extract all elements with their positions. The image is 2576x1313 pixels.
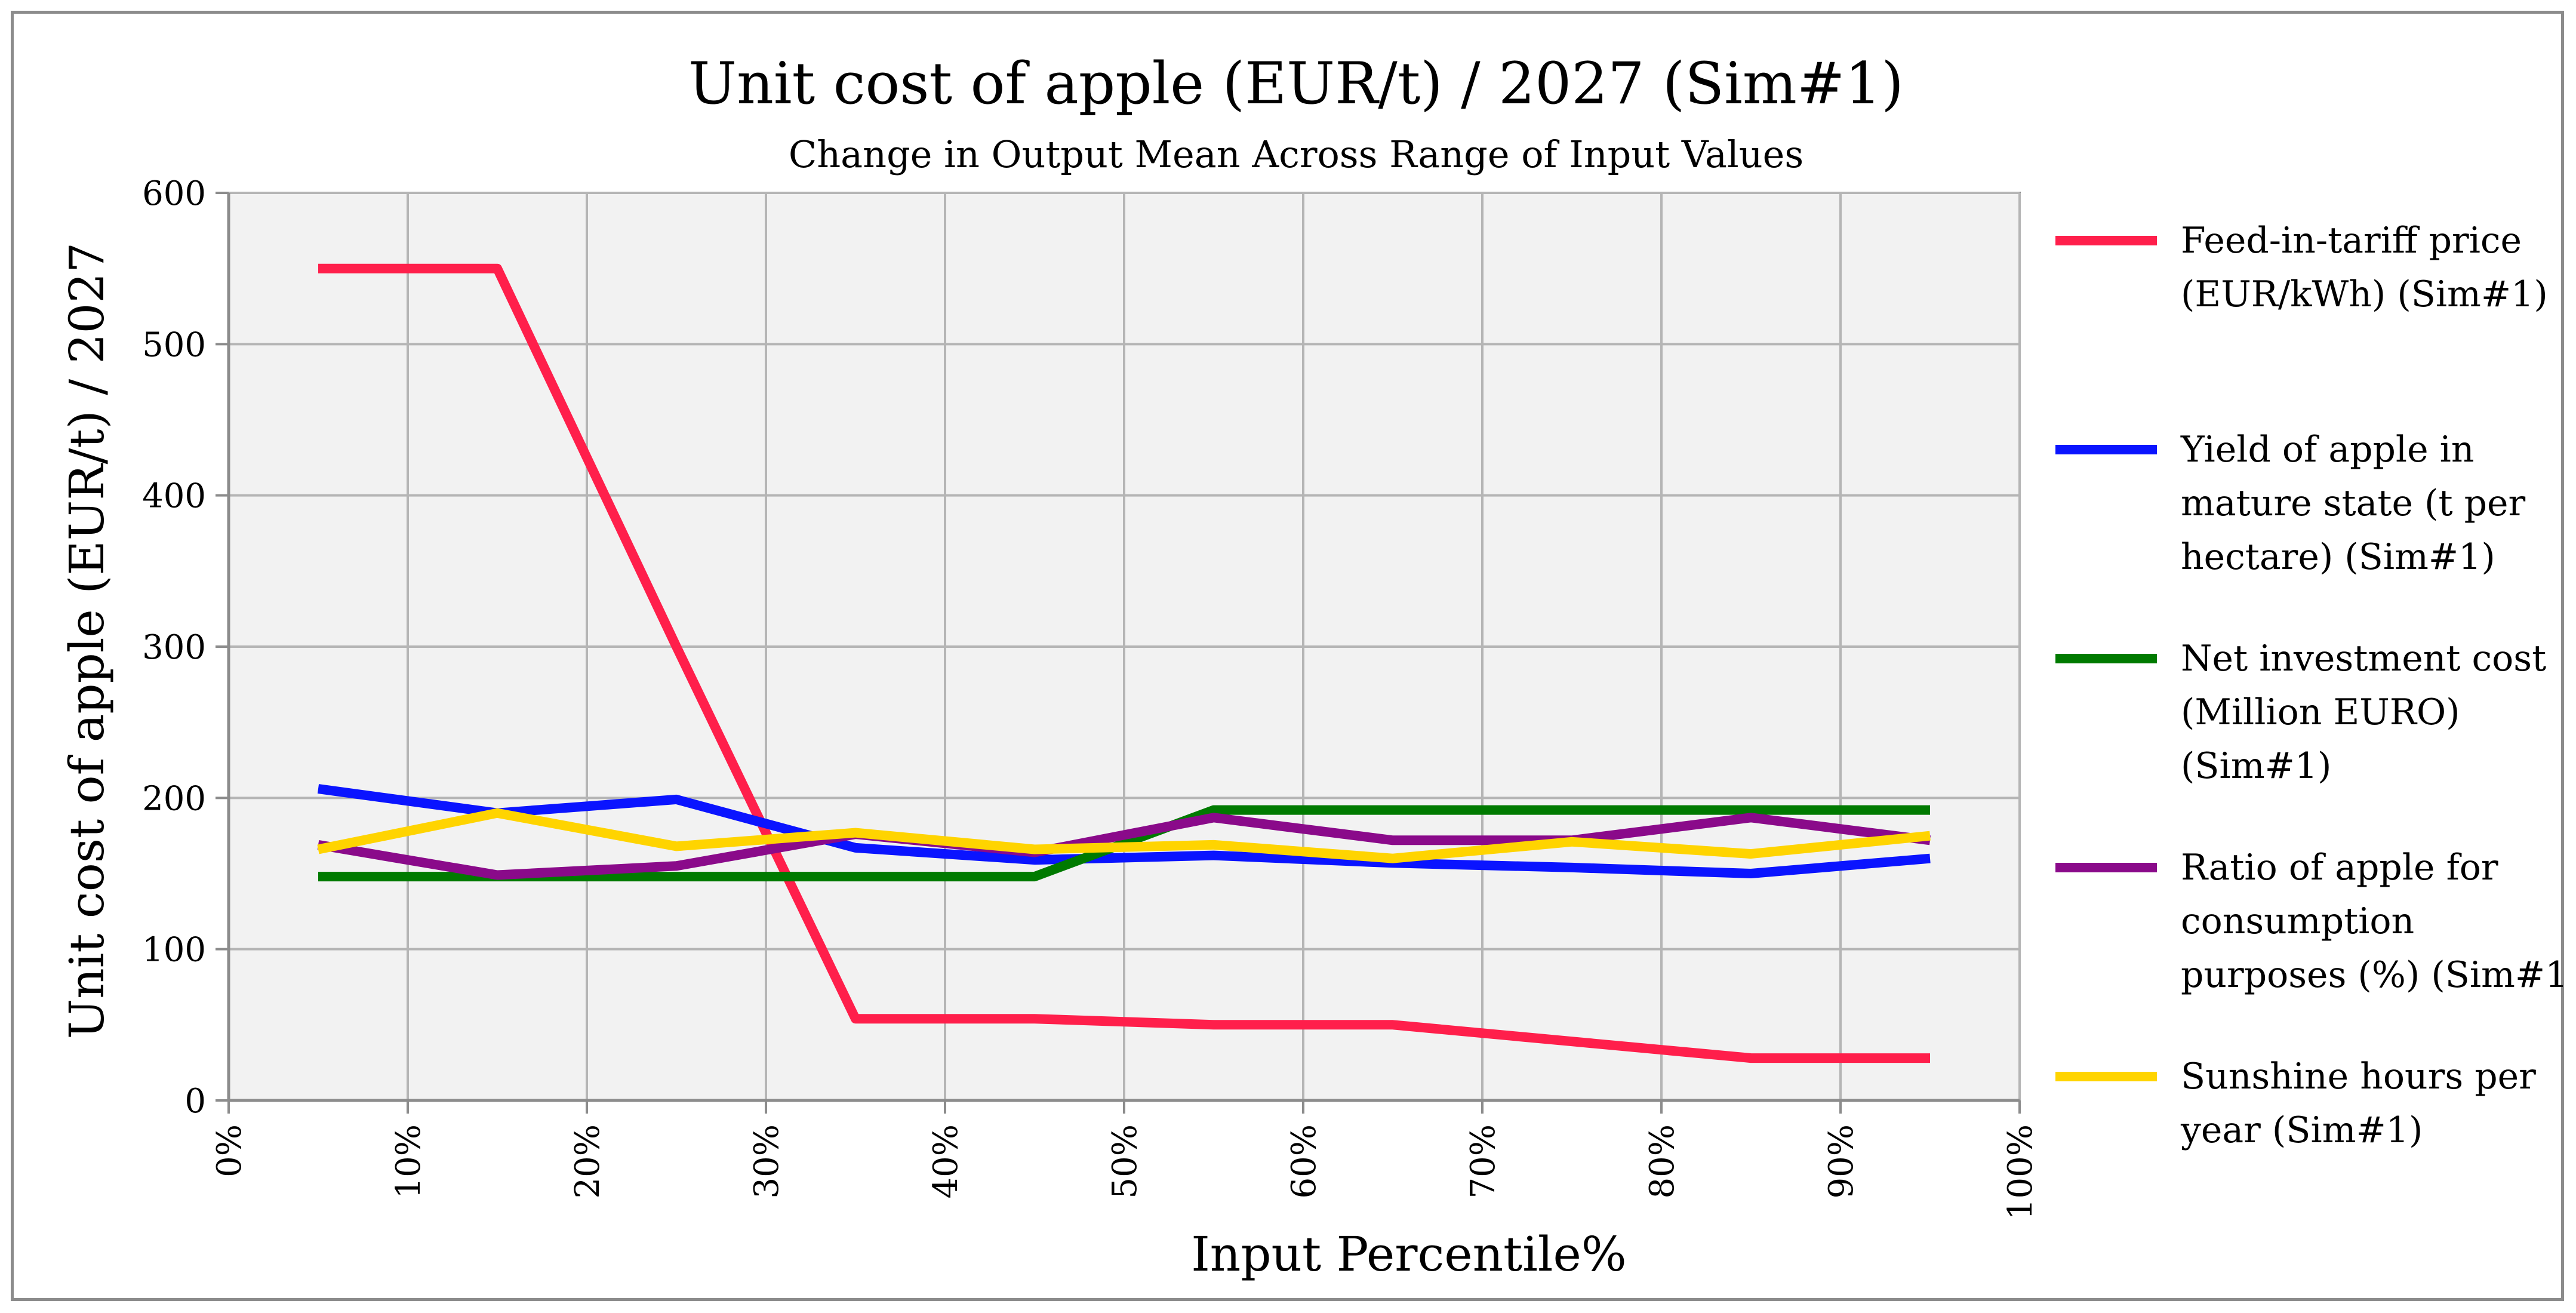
y-tick-label: 100	[142, 931, 206, 970]
legend-label: Ratio of apple for	[2181, 847, 2498, 888]
chart-frame: Unit cost of apple (EUR/t) / 2027 (Sim#1…	[11, 11, 2567, 1301]
y-axis-label: Unit cost of apple (EUR/t) / 2027	[59, 242, 115, 1039]
y-tick-label: 600	[142, 174, 206, 213]
legend-label: (Sim#1)	[2181, 745, 2331, 787]
y-tick-label: 0	[184, 1082, 206, 1121]
x-tick-label: 60%	[1285, 1124, 1324, 1198]
legend-entry-3: Net investment cost (Million EURO) (Sim#1)	[2055, 638, 2546, 787]
series-line-5	[317, 808, 1931, 863]
legend-label: year (Sim#1)	[2180, 1109, 2423, 1151]
x-tick-label: 80%	[1643, 1124, 1682, 1198]
legend-label: consumption	[2181, 900, 2414, 942]
legend-label: purposes (%) (Sim#1)	[2181, 954, 2567, 996]
x-tick-label: 40%	[927, 1124, 965, 1198]
series-line-4	[317, 813, 1931, 880]
legend-entry-5: Sunshine hours per year (Sim#1)	[2055, 1056, 2536, 1151]
x-tick-label: 70%	[1464, 1124, 1503, 1198]
chart-title: Unit cost of apple (EUR/t) / 2027 (Sim#1…	[688, 50, 1904, 117]
legend-label: Feed-in-tariff price	[2181, 220, 2522, 262]
y-tick-label: 500	[142, 325, 206, 364]
y-tick-label: 400	[142, 477, 206, 516]
x-tick-label: 50%	[1106, 1124, 1144, 1198]
legend-label: Yield of apple in	[2180, 429, 2475, 471]
x-tick-label: 20%	[568, 1124, 607, 1198]
y-tick-label: 200	[142, 779, 206, 818]
series-layer	[317, 263, 1931, 1063]
legend-label: mature state (t per	[2181, 482, 2526, 524]
legend: Feed-in-tariff price (EUR/kWh) (Sim#1) Yie…	[2055, 220, 2567, 1151]
x-tick-label: 90%	[1822, 1124, 1861, 1198]
axis-layer: 0 100 200 300 400 500 600 0% 10% 20% 30% 40% 50% 60% 7…	[142, 174, 2040, 1220]
legend-entry-1: Feed-in-tariff price (EUR/kWh) (Sim#1)	[2055, 220, 2548, 315]
chart-svg: Unit cost of apple (EUR/t) / 2027 (Sim#1…	[59, 50, 2567, 1282]
y-tick-label: 300	[142, 628, 206, 667]
legend-label: hectare) (Sim#1)	[2181, 536, 2495, 578]
legend-entry-2: Yield of apple in mature state (t per hect…	[2055, 429, 2526, 578]
chart-subtitle: Change in Output Mean Across Range of In…	[789, 133, 1803, 176]
series-line-1	[318, 263, 1930, 1063]
x-tick-label: 30%	[747, 1124, 786, 1198]
legend-label: (Million EURO)	[2181, 691, 2460, 733]
legend-label: Net investment cost	[2181, 638, 2546, 679]
x-tick-label: 100%	[2001, 1124, 2040, 1220]
legend-label: Sunshine hours per	[2181, 1056, 2536, 1097]
legend-label: (EUR/kWh) (Sim#1)	[2181, 273, 2548, 315]
x-tick-label: 10%	[389, 1124, 428, 1198]
x-axis-label: Input Percentile%	[1191, 1226, 1627, 1282]
legend-entry-4: Ratio of apple for consumption purposes (%…	[2055, 847, 2567, 996]
x-tick-label: 0%	[210, 1124, 249, 1177]
series-line-2	[317, 784, 1931, 878]
